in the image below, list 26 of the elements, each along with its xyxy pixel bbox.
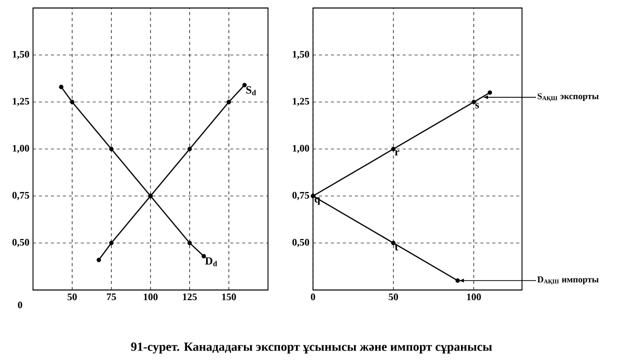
y-tick-label: 1,00 bbox=[292, 144, 310, 154]
y-tick-label: 0,50 bbox=[292, 238, 310, 248]
x-tick-label: 75 bbox=[106, 294, 116, 300]
annotation: S$_{d}$ bbox=[246, 86, 256, 96]
x-tick-label: 125 bbox=[183, 294, 197, 300]
text: 0 bbox=[18, 302, 22, 308]
y-tick-label: 1,25 bbox=[12, 98, 30, 106]
annotation: S$_{АҚШ}$ экспорты bbox=[538, 93, 599, 102]
annotation: D$_{АҚШ}$ импорты bbox=[537, 276, 599, 285]
y-tick-label: 0,75 bbox=[292, 192, 310, 200]
y-tick-label: 1,50 bbox=[12, 50, 30, 60]
y-tick-label: 0,75 bbox=[12, 192, 30, 200]
y-tick-label: 1,50 bbox=[292, 50, 310, 60]
text: 91-сурет. Канададағы экспорт ұсынысы және импорт сұранысы bbox=[131, 342, 492, 354]
annotation: r bbox=[394, 150, 400, 156]
x-tick-label: 50 bbox=[68, 294, 77, 300]
x-tick-label: 100 bbox=[144, 294, 158, 300]
annotation: D$_{d}$ bbox=[205, 257, 218, 266]
y-tick-label: 0,50 bbox=[12, 238, 30, 248]
y-tick-label: 1,00 bbox=[12, 144, 30, 154]
x-tick-label: 150 bbox=[222, 294, 236, 300]
y-tick-label: 1,25 bbox=[292, 98, 310, 106]
annotation: s bbox=[475, 103, 479, 108]
x-tick-label: 100 bbox=[467, 294, 481, 300]
x-tick-label: 0 bbox=[310, 294, 316, 300]
x-tick-label: 50 bbox=[388, 294, 398, 300]
